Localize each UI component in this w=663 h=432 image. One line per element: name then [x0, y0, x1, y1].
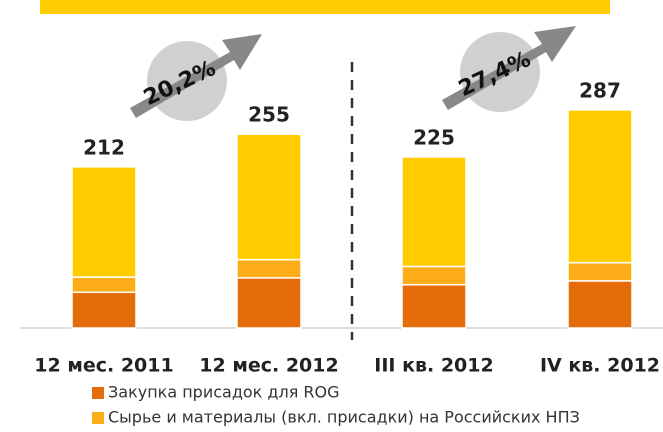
bar-segment: [236, 133, 302, 261]
bar-segment: [567, 261, 633, 282]
bar-segment: [567, 109, 633, 264]
total-label: 225: [413, 126, 455, 150]
total-label: 255: [248, 103, 290, 127]
legend-swatch: [92, 387, 104, 399]
bar-segment: [401, 265, 467, 286]
bar-segment: [401, 283, 467, 329]
x-tick-label: IV кв. 2012: [540, 355, 660, 377]
title-band: [40, 0, 610, 14]
total-label: 212: [83, 135, 125, 159]
x-tick-label: 12 мес. 2011: [34, 355, 173, 377]
bar-segment: [71, 291, 137, 329]
total-label: 287: [579, 78, 621, 102]
growth-badge: 20,2%: [130, 34, 262, 121]
bar-segment: [71, 276, 137, 294]
bar-segment: [567, 280, 633, 329]
legend-swatch: [92, 412, 104, 424]
x-tick-label: III кв. 2012: [374, 355, 493, 377]
bar-segment: [236, 258, 302, 279]
legend-label: Закупка присадок для ROG: [108, 383, 340, 402]
bar-segment: [236, 277, 302, 329]
bar-segment: [401, 156, 467, 268]
x-tick-label: 12 мес. 2012: [199, 355, 338, 377]
growth-badge: 27,4%: [442, 26, 576, 112]
bar-segment: [71, 166, 137, 278]
legend-label: Сырье и материалы (вкл. присадки) на Рос…: [108, 408, 580, 427]
